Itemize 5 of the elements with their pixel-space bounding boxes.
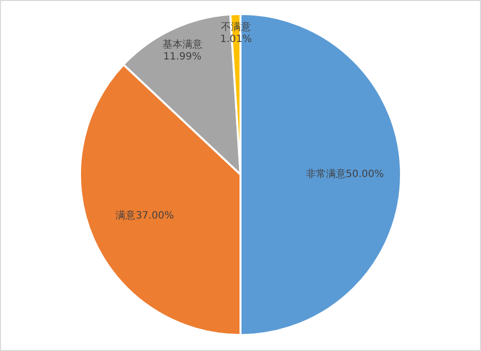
slice-label: 基本满意	[162, 38, 202, 51]
data-label: 1.01%	[220, 34, 252, 45]
slice-label: 非常满意50.00%	[306, 168, 384, 180]
slice-label: 满意37.00%	[116, 210, 174, 222]
data-label: 11.99%	[163, 52, 202, 63]
